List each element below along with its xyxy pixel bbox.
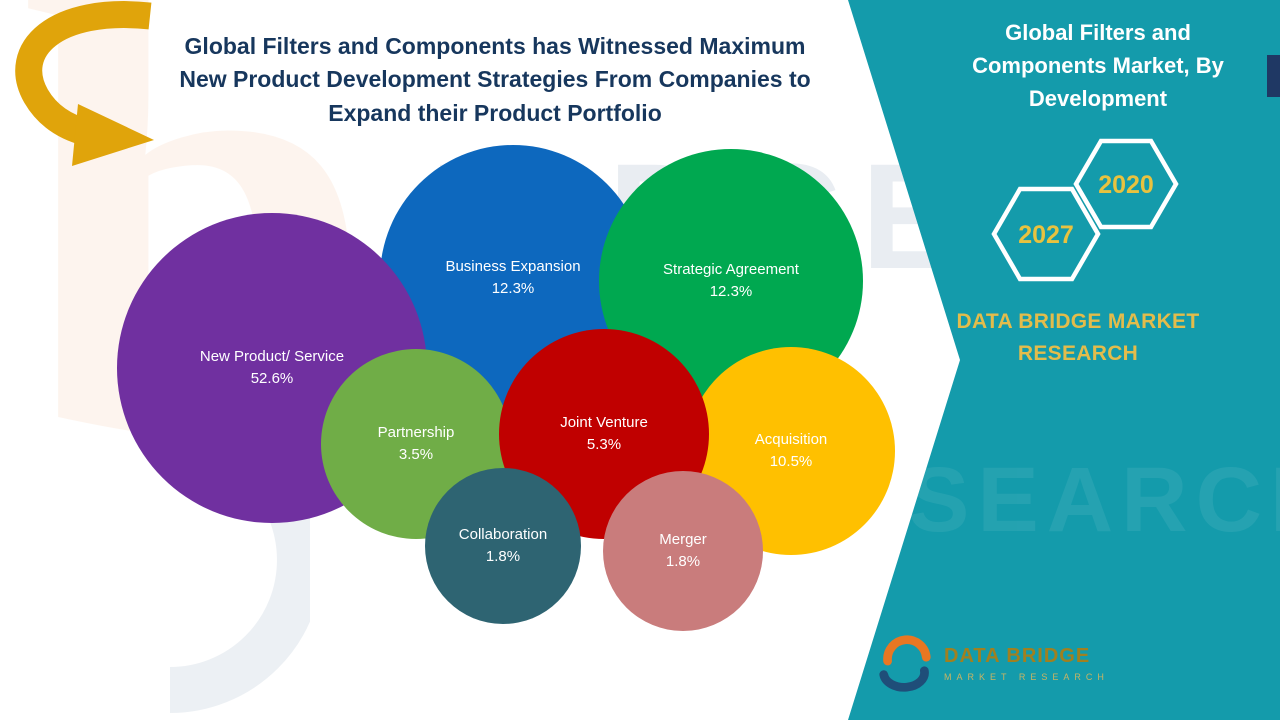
logo-subtitle: MARKET RESEARCH: [944, 671, 1109, 682]
bubble-label: Joint Venture: [560, 413, 648, 431]
logo-swoosh-icon: [879, 635, 931, 692]
bubble-label: Collaboration: [458, 525, 548, 543]
year-2020: 2020: [1098, 171, 1154, 199]
bubble-value: 1.8%: [485, 548, 521, 565]
watermark-text-right: SEARCH: [908, 449, 1280, 551]
right-panel: Global Filters and Components Market, By…: [848, 0, 1280, 720]
logo-name: DATA BRIDGE: [944, 644, 1091, 667]
brand-text: DATA BRIDGE MARKET RESEARCH: [956, 310, 1200, 365]
page-title: Global Filters and Components has Witnes…: [179, 33, 811, 126]
bubble-label: New Product/ Service: [199, 347, 345, 365]
bubble-value: 12.3%: [491, 280, 535, 297]
bubble-label: Business Expansion: [445, 257, 581, 275]
hexagon-2027: [991, 186, 1101, 282]
edge-accent: [1267, 55, 1280, 97]
bubble-merger: Merger 1.8%: [603, 471, 763, 631]
bubble-value: 12.3%: [709, 283, 753, 300]
bubble-value: 3.5%: [398, 446, 434, 463]
bubble-value: 5.3%: [586, 436, 622, 453]
hexagon-2020: [1073, 138, 1179, 230]
curved-arrow-icon: [0, 0, 180, 185]
bubble-label: Acquisition: [754, 430, 828, 448]
bubble-value: 52.6%: [250, 370, 294, 387]
bubble-label: Strategic Agreement: [663, 260, 799, 278]
panel-title: Global Filters and Components Market, By…: [972, 20, 1224, 111]
company-logo: DATA BRIDGE MARKET RESEARCH: [876, 634, 1109, 692]
bubble-value: 1.8%: [665, 553, 701, 570]
bubble-value: 10.5%: [769, 453, 813, 470]
forecast-hexagons: 2027 2020: [991, 138, 1179, 282]
bubble-label: Merger: [659, 530, 707, 548]
year-2027: 2027: [1018, 221, 1074, 249]
bubble-label: Partnership: [377, 423, 455, 441]
bubble-collaboration: Collaboration 1.8%: [425, 468, 581, 624]
